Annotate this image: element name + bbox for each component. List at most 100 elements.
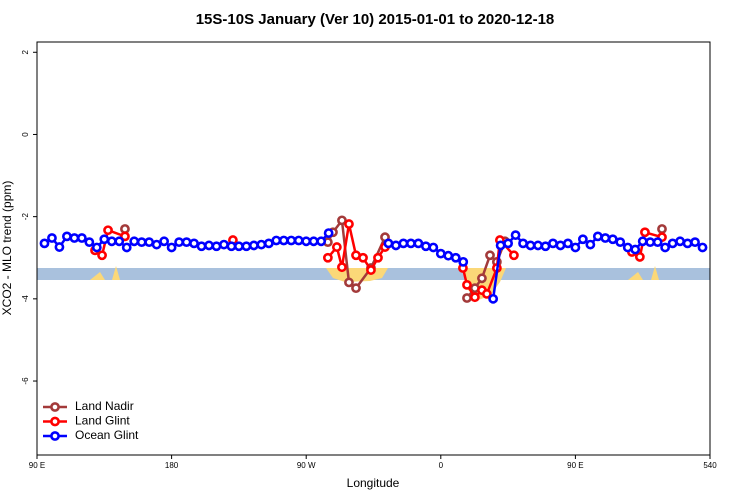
legend-marker xyxy=(50,402,60,412)
data-point xyxy=(248,240,259,251)
data-point xyxy=(114,236,125,247)
chart-title: 15S-10S January (Ver 10) 2015-01-01 to 2… xyxy=(196,11,555,28)
legend-marker xyxy=(50,416,60,427)
data-point xyxy=(286,235,297,246)
data-point xyxy=(366,265,376,275)
data-point xyxy=(634,252,645,262)
data-point xyxy=(97,250,107,261)
data-point xyxy=(159,236,170,247)
data-point xyxy=(189,238,199,249)
land-patch xyxy=(628,272,643,280)
data-point xyxy=(241,241,252,252)
data-point xyxy=(256,239,267,250)
data-point xyxy=(667,238,678,249)
data-point xyxy=(373,252,383,263)
data-point xyxy=(600,233,611,243)
data-point xyxy=(533,240,543,251)
data-point xyxy=(570,242,581,253)
x-tick-label: 90 E xyxy=(29,461,45,470)
data-point xyxy=(337,215,347,226)
data-point xyxy=(316,236,327,247)
data-point xyxy=(166,242,177,253)
data-point xyxy=(308,236,319,247)
data-point xyxy=(278,235,289,246)
data-point xyxy=(540,241,551,252)
y-tick-label: -6 xyxy=(21,377,30,385)
legend-label: Land Nadir xyxy=(75,399,134,413)
x-axis-label: Longitude xyxy=(347,476,400,490)
data-point xyxy=(62,231,72,242)
data-point xyxy=(398,238,409,249)
data-point xyxy=(174,237,184,248)
y-axis-label: XCO2 - MLO trend (ppm) xyxy=(0,181,14,316)
data-point xyxy=(675,236,685,247)
data-point xyxy=(91,242,102,253)
y-tick-label: 2 xyxy=(21,50,30,55)
y-tick-label: 0 xyxy=(21,132,30,137)
data-point xyxy=(495,240,506,251)
y-tick-label: -2 xyxy=(21,213,30,221)
data-point xyxy=(469,292,480,303)
data-point xyxy=(196,241,207,252)
data-point xyxy=(211,241,222,252)
data-point xyxy=(337,262,347,273)
data-point xyxy=(136,237,147,248)
land-patch xyxy=(90,272,105,280)
data-point xyxy=(585,239,596,250)
data-point xyxy=(697,242,708,253)
data-point xyxy=(84,237,95,248)
data-point xyxy=(69,233,80,243)
data-point xyxy=(121,242,132,253)
y-tick-label: -4 xyxy=(21,295,30,303)
data-point xyxy=(344,219,354,229)
legend-label: Land Glint xyxy=(75,414,130,428)
x-tick-label: 180 xyxy=(165,461,179,470)
data-point xyxy=(54,242,65,252)
data-point xyxy=(331,242,342,252)
data-point xyxy=(263,238,274,249)
x-tick-label: 90 W xyxy=(297,461,316,470)
data-point xyxy=(630,244,641,255)
data-point xyxy=(652,237,663,248)
data-point xyxy=(413,238,424,249)
data-point xyxy=(548,238,558,249)
data-point xyxy=(204,240,214,251)
land-patch xyxy=(651,266,659,280)
data-point xyxy=(351,283,361,294)
data-point xyxy=(645,237,656,248)
data-point xyxy=(435,248,446,259)
data-point xyxy=(428,242,439,253)
data-point xyxy=(271,235,282,246)
data-point xyxy=(592,231,603,242)
data-point xyxy=(509,250,519,261)
data-point xyxy=(233,241,244,252)
data-point xyxy=(450,252,461,263)
data-point xyxy=(657,224,667,234)
data-point xyxy=(555,240,566,251)
data-point xyxy=(120,231,130,242)
legend-label: Ocean Glint xyxy=(75,428,139,442)
data-point xyxy=(607,234,618,245)
data-point xyxy=(640,227,650,238)
data-point xyxy=(293,235,304,246)
data-point xyxy=(525,240,536,251)
plot-frame xyxy=(36,41,711,456)
data-point xyxy=(129,236,140,247)
land-patch xyxy=(112,266,120,280)
data-point xyxy=(344,277,354,288)
data-point xyxy=(39,238,50,249)
data-point xyxy=(690,237,700,248)
data-point xyxy=(420,241,431,252)
data-point xyxy=(682,238,693,249)
data-point xyxy=(383,238,394,249)
legend-marker xyxy=(50,431,60,441)
data-point xyxy=(151,239,162,250)
data-point xyxy=(144,237,155,248)
data-point xyxy=(443,250,454,261)
data-point xyxy=(106,236,117,247)
data-point xyxy=(76,233,87,243)
data-point xyxy=(488,293,499,304)
data-point xyxy=(660,242,671,253)
